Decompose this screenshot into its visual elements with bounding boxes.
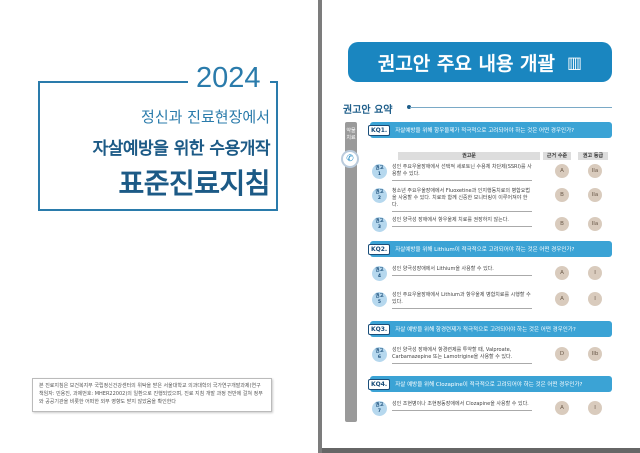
badge-label: 권고 <box>375 294 384 299</box>
section-divider <box>410 107 612 108</box>
kq-text: 자살 예방을 위해 항경련제가 적극적으로 고려되어야 하는 것은 어떤 경우인… <box>395 327 576 333</box>
recommendation-grade: IIb <box>588 347 602 361</box>
kq-tag: KQ3. <box>368 323 391 335</box>
title-frame <box>38 81 278 211</box>
recommendation-badge: 권고 7 <box>372 401 387 416</box>
document-icon: ▥ <box>567 52 583 72</box>
kq-text: 자살 예방을 위해 Clozapine이 적극적으로 고려되어야 하는 것은 어… <box>395 382 583 388</box>
badge-label: 권고 <box>375 268 384 273</box>
summary-banner: 권고안 주요 내용 개괄 ▥ <box>348 42 612 82</box>
evidence-level: A <box>555 266 569 280</box>
recommendation-badge: 권고 3 <box>372 217 387 232</box>
cover-subtitle: 정신과 진료현장에서 <box>141 108 270 126</box>
key-question: KQ2. 자살예방을 위해 Lithium이 적극적으로 고려되어야 하는 것은 … <box>368 241 612 257</box>
recommendation-text: 성인 양극성장애에서 Lithium을 사용할 수 있다. <box>392 266 532 276</box>
phone-icon: ✆ <box>341 150 359 168</box>
recommendation-text: 청소년 주요우울장애에서 Fluoxetine과 인지행동치료의 병합요법을 사… <box>392 188 532 212</box>
frame-divider <box>38 81 188 83</box>
recommendation-grade: I <box>588 266 602 280</box>
badge-label: 권고 <box>375 219 384 224</box>
header-text: 권고문 <box>398 152 540 160</box>
cover-page: 2024 정신과 진료현장에서 자살예방을 위한 수용개작 표준진료지침 본 진… <box>0 0 318 453</box>
badge-number: 4 <box>377 274 382 279</box>
header-evidence: 근거 수준 <box>543 152 571 160</box>
recommendation-badge: 권고 2 <box>372 188 387 203</box>
key-question: KQ3. 자살 예방을 위해 항경련제가 적극적으로 고려되어야 하는 것은 어떤… <box>368 321 612 337</box>
summary-page: 권고안 주요 내용 개괄 ▥ 권고안 요약 약물 치료 ✆ KQ1. 자살예방을 … <box>322 0 640 453</box>
badge-number: 7 <box>377 409 382 414</box>
recommendation-text: 성인 양극성 장애에서 항우울제 치료를 권장하지 않는다. <box>392 217 532 227</box>
recommendation-badge: 권고 5 <box>372 292 387 307</box>
evidence-level: B <box>555 217 569 231</box>
key-question: KQ4. 자살 예방을 위해 Clozapine이 적극적으로 고려되어야 하는 … <box>368 376 612 392</box>
key-question: KQ1. 자살예방을 위해 항우울제가 적극적으로 고려되어야 하는 것은 어떤 … <box>368 122 612 138</box>
kq-tag: KQ1. <box>368 124 391 136</box>
evidence-level: B <box>555 188 569 202</box>
funding-note: 본 진료지침은 보건복지부 국립정신건강센터의 위탁을 받은 서울대학교 의과대… <box>32 378 272 412</box>
cover-title-line1: 자살예방을 위한 수용개작 <box>92 139 271 159</box>
badge-number: 3 <box>377 225 382 230</box>
evidence-level: A <box>555 292 569 306</box>
recommendation-grade: IIa <box>588 217 602 231</box>
kq-text: 자살예방을 위해 Lithium이 적극적으로 고려되어야 하는 것은 어떤 경… <box>395 247 575 253</box>
evidence-level: A <box>555 401 569 415</box>
kq-text: 자살예방을 위해 항우울제가 적극적으로 고려되어야 하는 것은 어떤 경우인가… <box>395 128 575 134</box>
recommendation-grade: IIa <box>588 164 602 178</box>
side-bar <box>345 122 357 422</box>
cover-title-line2: 표준진료지침 <box>118 167 270 200</box>
page-bottom-bar <box>322 448 640 453</box>
badge-label: 권고 <box>375 190 384 195</box>
recommendation-text: 성인 주요우울장애에서 Lithium과 항우울제 병합치료를 시행할 수 있다… <box>392 292 532 309</box>
evidence-level: A <box>555 164 569 178</box>
section-title: 권고안 요약 <box>343 105 393 116</box>
recommendation-badge: 권고 1 <box>372 164 387 179</box>
recommendation-text: 성인 조현병이나 조현정동장애에서 Clozapine을 사용할 수 있다. <box>392 401 532 411</box>
badge-number: 1 <box>377 172 382 177</box>
recommendation-grade: I <box>588 292 602 306</box>
recommendation-text: 성인 주요우울장애에서 선택적 세로토닌 수용체 차단제(SSRI)를 사용할 … <box>392 164 532 181</box>
header-grade: 권고 등급 <box>578 152 608 160</box>
side-label: 약물 치료 <box>346 128 356 141</box>
badge-label: 권고 <box>375 349 384 354</box>
recommendation-badge: 권고 6 <box>372 347 387 362</box>
badge-number: 6 <box>377 355 382 360</box>
badge-label: 권고 <box>375 403 384 408</box>
frame-divider <box>270 81 278 83</box>
cover-year: 2024 <box>196 62 261 94</box>
kq-tag: KQ4. <box>368 378 391 390</box>
recommendation-text: 성인 양극성 장애에서 항경련제를 투약할 때, Valproate, Carb… <box>392 347 532 364</box>
evidence-level: D <box>555 347 569 361</box>
recommendation-grade: I <box>588 401 602 415</box>
recommendation-grade: IIa <box>588 188 602 202</box>
badge-label: 권고 <box>375 166 384 171</box>
banner-title: 권고안 주요 내용 개괄 <box>377 52 556 75</box>
badge-number: 5 <box>377 300 382 305</box>
kq-tag: KQ2. <box>368 243 391 255</box>
section-dot <box>407 105 411 109</box>
recommendation-badge: 권고 4 <box>372 266 387 281</box>
badge-number: 2 <box>377 196 382 201</box>
